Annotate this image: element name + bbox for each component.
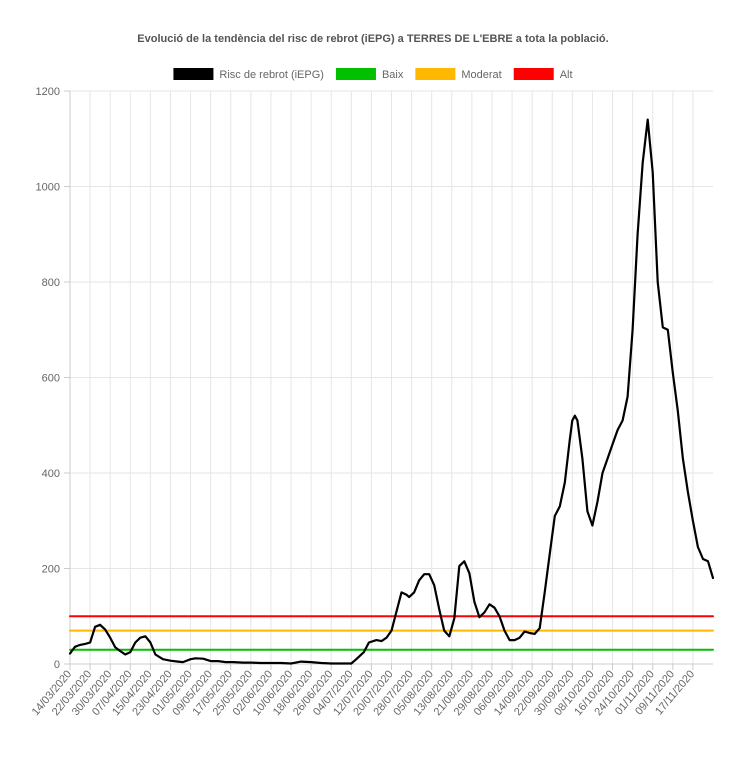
legend-swatch (415, 68, 456, 80)
legend-label[interactable]: Moderat (461, 69, 501, 81)
y-tick-label: 400 (42, 468, 60, 480)
legend-label[interactable]: Alt (560, 69, 573, 81)
series-line-risc-de-rebrot-iepg (68, 118, 715, 665)
legend-label[interactable]: Risc de rebrot (iEPG) (219, 69, 324, 81)
legend-swatch (513, 68, 554, 80)
y-tick-label: 0 (54, 659, 60, 671)
chart-title: Evolució de la tendència del risc de reb… (137, 33, 609, 45)
y-tick-label: 200 (42, 564, 60, 576)
y-tick-label: 1000 (36, 182, 60, 194)
y-tick-label: 1200 (36, 86, 60, 98)
legend-swatch (335, 68, 376, 80)
legend-swatch (173, 68, 214, 80)
legend-label[interactable]: Baix (382, 69, 404, 81)
y-tick-label: 600 (42, 373, 60, 385)
y-tick-label: 800 (42, 277, 60, 289)
